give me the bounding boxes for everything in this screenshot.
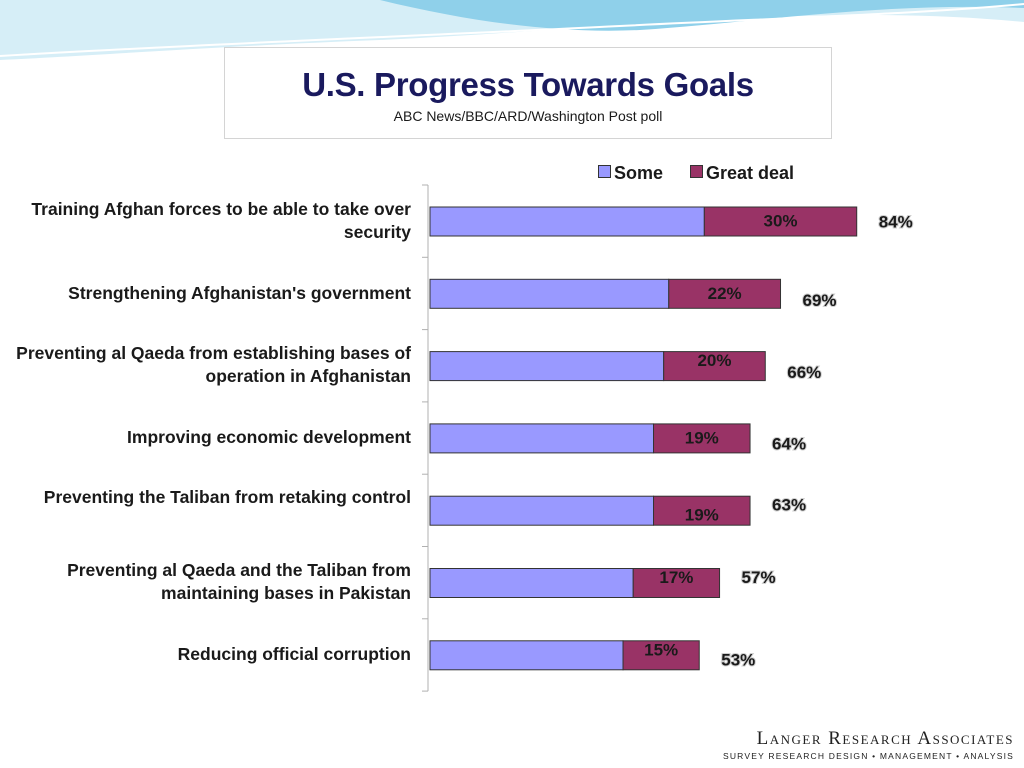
bar-some <box>429 568 634 598</box>
legend-swatch-great-deal <box>690 165 703 178</box>
bar-some <box>429 351 665 382</box>
category-label-al-qaeda-afghanistan: Preventing al Qaeda from establishing ba… <box>16 343 411 386</box>
bar-some <box>429 423 655 454</box>
background-waves <box>0 0 1024 60</box>
segment-label-great-deal: 20% <box>697 351 731 370</box>
bar-some <box>429 278 670 309</box>
total-label: 53% <box>721 650 755 669</box>
total-label: 66% <box>787 363 821 382</box>
segment-label-great-deal: 19% <box>685 506 719 525</box>
bar-great-deal <box>663 351 766 382</box>
legend: Some Great deal <box>598 163 838 183</box>
brand-tagline: SURVEY RESEARCH DESIGN • MANAGEMENT • AN… <box>722 751 1014 761</box>
category-label-taliban-control: Preventing the Taliban from retaking con… <box>43 487 411 507</box>
wave-line <box>0 3 1024 57</box>
legend-label-some: Some <box>614 163 664 183</box>
bar-some <box>429 206 705 237</box>
total-label: 69% <box>803 291 837 310</box>
legend-swatch-some <box>598 165 611 178</box>
category-label-corruption: Reducing official corruption <box>177 644 411 664</box>
brand-logo: Langer Research Associates SURVEY RESEAR… <box>723 728 1014 761</box>
category-label-training: Training Afghan forces to be able to tak… <box>31 199 411 242</box>
chart-subtitle: ABC News/BBC/ARD/Washington Post poll <box>393 108 663 124</box>
total-label: 63% <box>772 496 806 515</box>
total-label: 84% <box>879 213 913 232</box>
segment-label-great-deal: 30% <box>764 212 798 231</box>
category-label-government: Strengthening Afghanistan's government <box>68 283 411 303</box>
brand-name: Langer Research Associates <box>756 728 1014 749</box>
bar-great-deal <box>622 640 700 671</box>
total-label: 57% <box>742 568 776 587</box>
bar-great-deal <box>653 495 751 526</box>
legend-item-great-deal: Great deal <box>690 163 794 184</box>
title-box: U.S. Progress Towards Goals ABC News/BBC… <box>224 47 832 139</box>
bar-great-deal <box>653 423 751 454</box>
segment-label-great-deal: 19% <box>685 428 719 447</box>
wave-mid <box>380 0 1024 31</box>
segment-label-great-deal: 22% <box>708 284 742 303</box>
total-label: 64% <box>772 434 806 453</box>
legend-label-great-deal: Great deal <box>706 163 795 183</box>
bar-great-deal <box>703 206 858 237</box>
bar-great-deal <box>668 278 782 309</box>
bar-some <box>429 640 624 671</box>
bar-some <box>429 495 655 526</box>
category-label-pakistan-bases: Preventing al Qaeda and the Taliban from… <box>67 560 411 603</box>
bar-great-deal <box>632 568 721 598</box>
segment-label-great-deal: 15% <box>644 640 678 659</box>
segment-label-great-deal: 17% <box>659 568 693 587</box>
category-label-economic-development: Improving economic development <box>127 427 411 447</box>
chart-title: U.S. Progress Towards Goals <box>302 66 754 103</box>
legend-item-some: Some <box>598 163 663 184</box>
